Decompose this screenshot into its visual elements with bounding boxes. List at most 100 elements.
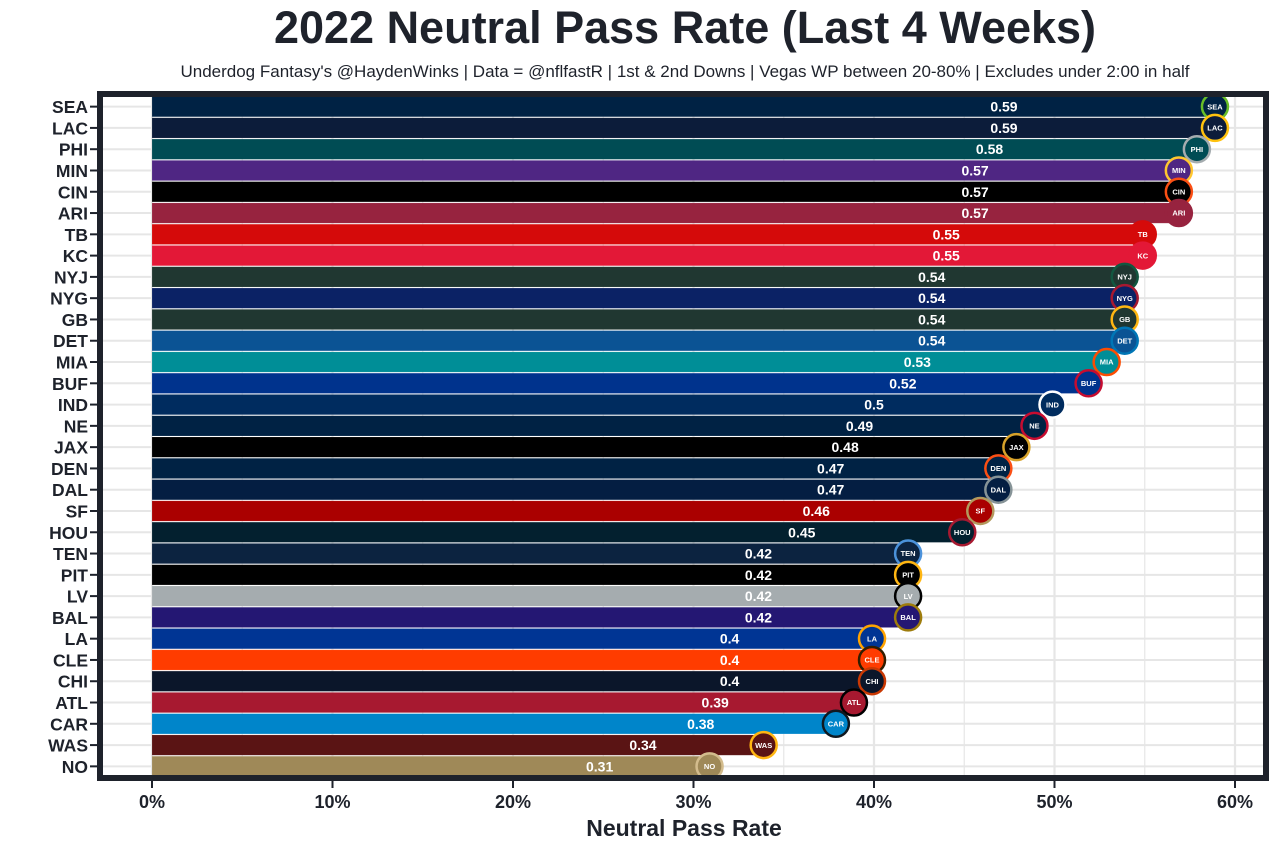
y-tick-label-ne: NE: [64, 416, 88, 436]
bar-ten: [151, 543, 911, 564]
y-tick-label-bal: BAL: [52, 608, 88, 628]
y-tick-label-cle: CLE: [53, 650, 88, 670]
svg-text:PIT: PIT: [902, 571, 914, 580]
value-label-gb: 0.54: [918, 311, 945, 327]
value-label-ind: 0.5: [864, 397, 884, 413]
x-tick-label: 20%: [495, 792, 531, 812]
bar-sf: [151, 500, 983, 522]
value-label-ne: 0.49: [846, 418, 873, 434]
y-tick-label-pit: PIT: [61, 565, 89, 585]
x-tick-label: 0%: [139, 792, 165, 812]
value-label-pit: 0.42: [745, 567, 772, 583]
value-label-buf: 0.52: [889, 375, 916, 391]
y-tick-label-chi: CHI: [58, 672, 88, 692]
logo-kc-icon: KC: [1128, 241, 1157, 270]
y-tick-label-lv: LV: [67, 587, 88, 607]
svg-text:JAX: JAX: [1009, 443, 1024, 452]
y-tick-label-hou: HOU: [49, 523, 88, 543]
svg-text:HOU: HOU: [954, 528, 971, 537]
value-label-sf: 0.46: [803, 503, 830, 519]
y-tick-label-sf: SF: [66, 501, 89, 521]
y-tick-label-car: CAR: [50, 714, 88, 734]
bar-mia: [151, 351, 1109, 373]
y-tick-label-nyg: NYG: [50, 289, 88, 309]
chart-title: 2022 Neutral Pass Rate (Last 4 Weeks): [273, 2, 1097, 53]
y-tick-label-det: DET: [53, 331, 88, 351]
y-tick-label-phi: PHI: [59, 140, 88, 160]
y-tick-label-was: WAS: [48, 736, 88, 756]
svg-text:NO: NO: [704, 762, 715, 771]
bar-jax: [151, 436, 1019, 458]
x-tick-label: 40%: [856, 792, 892, 812]
bar-nyg: [151, 287, 1128, 309]
y-tick-label-lac: LAC: [52, 118, 88, 138]
logo-mia-icon: MIA: [1092, 347, 1121, 377]
svg-text:ATL: ATL: [847, 698, 861, 707]
y-tick-label-kc: KC: [63, 246, 89, 266]
y-tick-label-nyj: NYJ: [54, 267, 88, 287]
y-tick-label-sea: SEA: [52, 97, 88, 117]
svg-text:NE: NE: [1029, 422, 1039, 431]
value-label-dal: 0.47: [817, 482, 844, 498]
x-axis-title: Neutral Pass Rate: [586, 815, 782, 841]
bar-lv: [151, 585, 911, 607]
svg-text:LA: LA: [867, 634, 878, 643]
svg-text:NYG: NYG: [1117, 294, 1133, 303]
value-labels: 0.590.590.580.570.570.570.550.550.540.54…: [586, 99, 1018, 775]
value-label-car: 0.38: [687, 716, 714, 732]
y-tick-label-mia: MIA: [56, 353, 88, 373]
svg-text:DEN: DEN: [990, 464, 1006, 473]
bar-bal: [151, 606, 911, 628]
logo-car-icon: CAR: [821, 709, 851, 739]
value-label-no: 0.31: [586, 758, 613, 774]
value-label-ari: 0.57: [961, 205, 988, 221]
y-tick-label-buf: BUF: [52, 374, 88, 394]
team-logos: SEA LAC PHI MIN CIN ARI TB KC NYJ NYG GB DET MIA BUF I…: [695, 92, 1230, 781]
y-tick-label-den: DEN: [51, 459, 88, 479]
value-label-den: 0.47: [817, 460, 844, 476]
svg-text:BAL: BAL: [900, 613, 916, 622]
bar-buf: [151, 372, 1091, 394]
bar-min: [151, 160, 1182, 181]
logo-buf-icon: BUF: [1074, 369, 1103, 398]
value-label-lv: 0.42: [745, 588, 772, 604]
bar-cle: [151, 649, 875, 671]
x-tick-label: 30%: [675, 792, 711, 812]
logo-ind-icon: IND: [1038, 390, 1067, 419]
svg-text:SEA: SEA: [1207, 102, 1223, 111]
value-label-kc: 0.55: [933, 248, 960, 264]
logo-dal-icon: DAL: [984, 475, 1013, 504]
svg-text:MIA: MIA: [1100, 358, 1114, 367]
svg-text:MIN: MIN: [1172, 166, 1186, 175]
y-tick-label-min: MIN: [56, 161, 88, 181]
bar-det: [151, 330, 1128, 352]
value-label-nyg: 0.54: [918, 290, 945, 306]
bar-dal: [151, 479, 1001, 501]
bar-tb: [151, 223, 1146, 245]
bar-la: [151, 628, 875, 650]
svg-text:NYJ: NYJ: [1117, 273, 1132, 282]
value-label-tb: 0.55: [933, 226, 960, 242]
bar-gb: [151, 309, 1128, 330]
x-tick-label: 10%: [314, 792, 350, 812]
value-label-mia: 0.53: [904, 354, 931, 370]
bar-cin: [151, 181, 1182, 203]
svg-text:DET: DET: [1117, 336, 1132, 345]
bar-hou: [151, 521, 965, 543]
svg-text:WAS: WAS: [755, 741, 772, 750]
svg-text:CAR: CAR: [828, 719, 845, 728]
y-tick-label-tb: TB: [65, 225, 88, 245]
svg-text:CLE: CLE: [865, 656, 880, 665]
svg-text:KC: KC: [1137, 251, 1148, 260]
svg-text:LAC: LAC: [1207, 124, 1223, 133]
y-axis: SEALACPHIMINCINARITBKCNYJNYGGBDETMIABUFI…: [48, 97, 97, 777]
svg-text:CIN: CIN: [1172, 187, 1185, 196]
bar-car: [151, 713, 839, 735]
svg-text:GB: GB: [1119, 315, 1131, 324]
value-label-cin: 0.57: [961, 184, 988, 200]
value-label-chi: 0.4: [720, 673, 740, 689]
logo-bal-icon: BAL: [893, 603, 923, 632]
bar-pit: [151, 564, 911, 586]
logo-ne-icon: NE: [1020, 411, 1049, 441]
